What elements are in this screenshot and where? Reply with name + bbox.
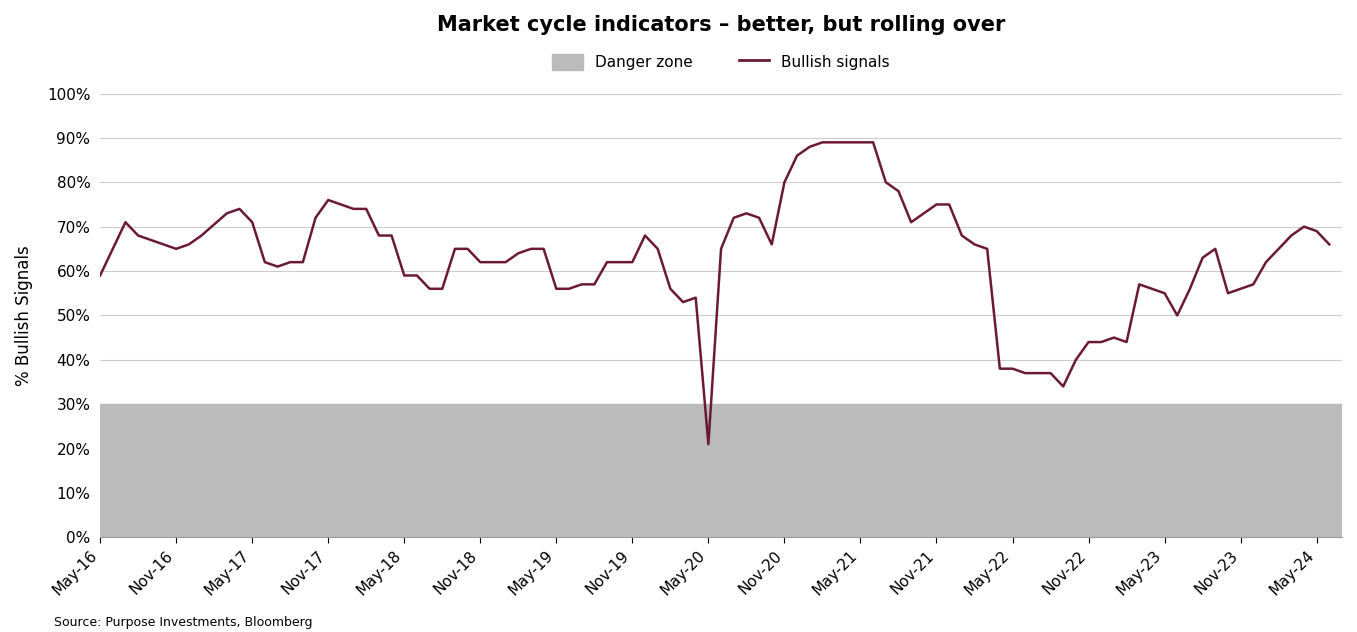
Legend: Danger zone, Bullish signals: Danger zone, Bullish signals — [546, 48, 896, 76]
Text: Source: Purpose Investments, Bloomberg: Source: Purpose Investments, Bloomberg — [54, 616, 312, 629]
Title: Market cycle indicators – better, but rolling over: Market cycle indicators – better, but ro… — [437, 15, 1006, 35]
Y-axis label: % Bullish Signals: % Bullish Signals — [15, 245, 33, 386]
Bar — [100, 404, 1342, 537]
